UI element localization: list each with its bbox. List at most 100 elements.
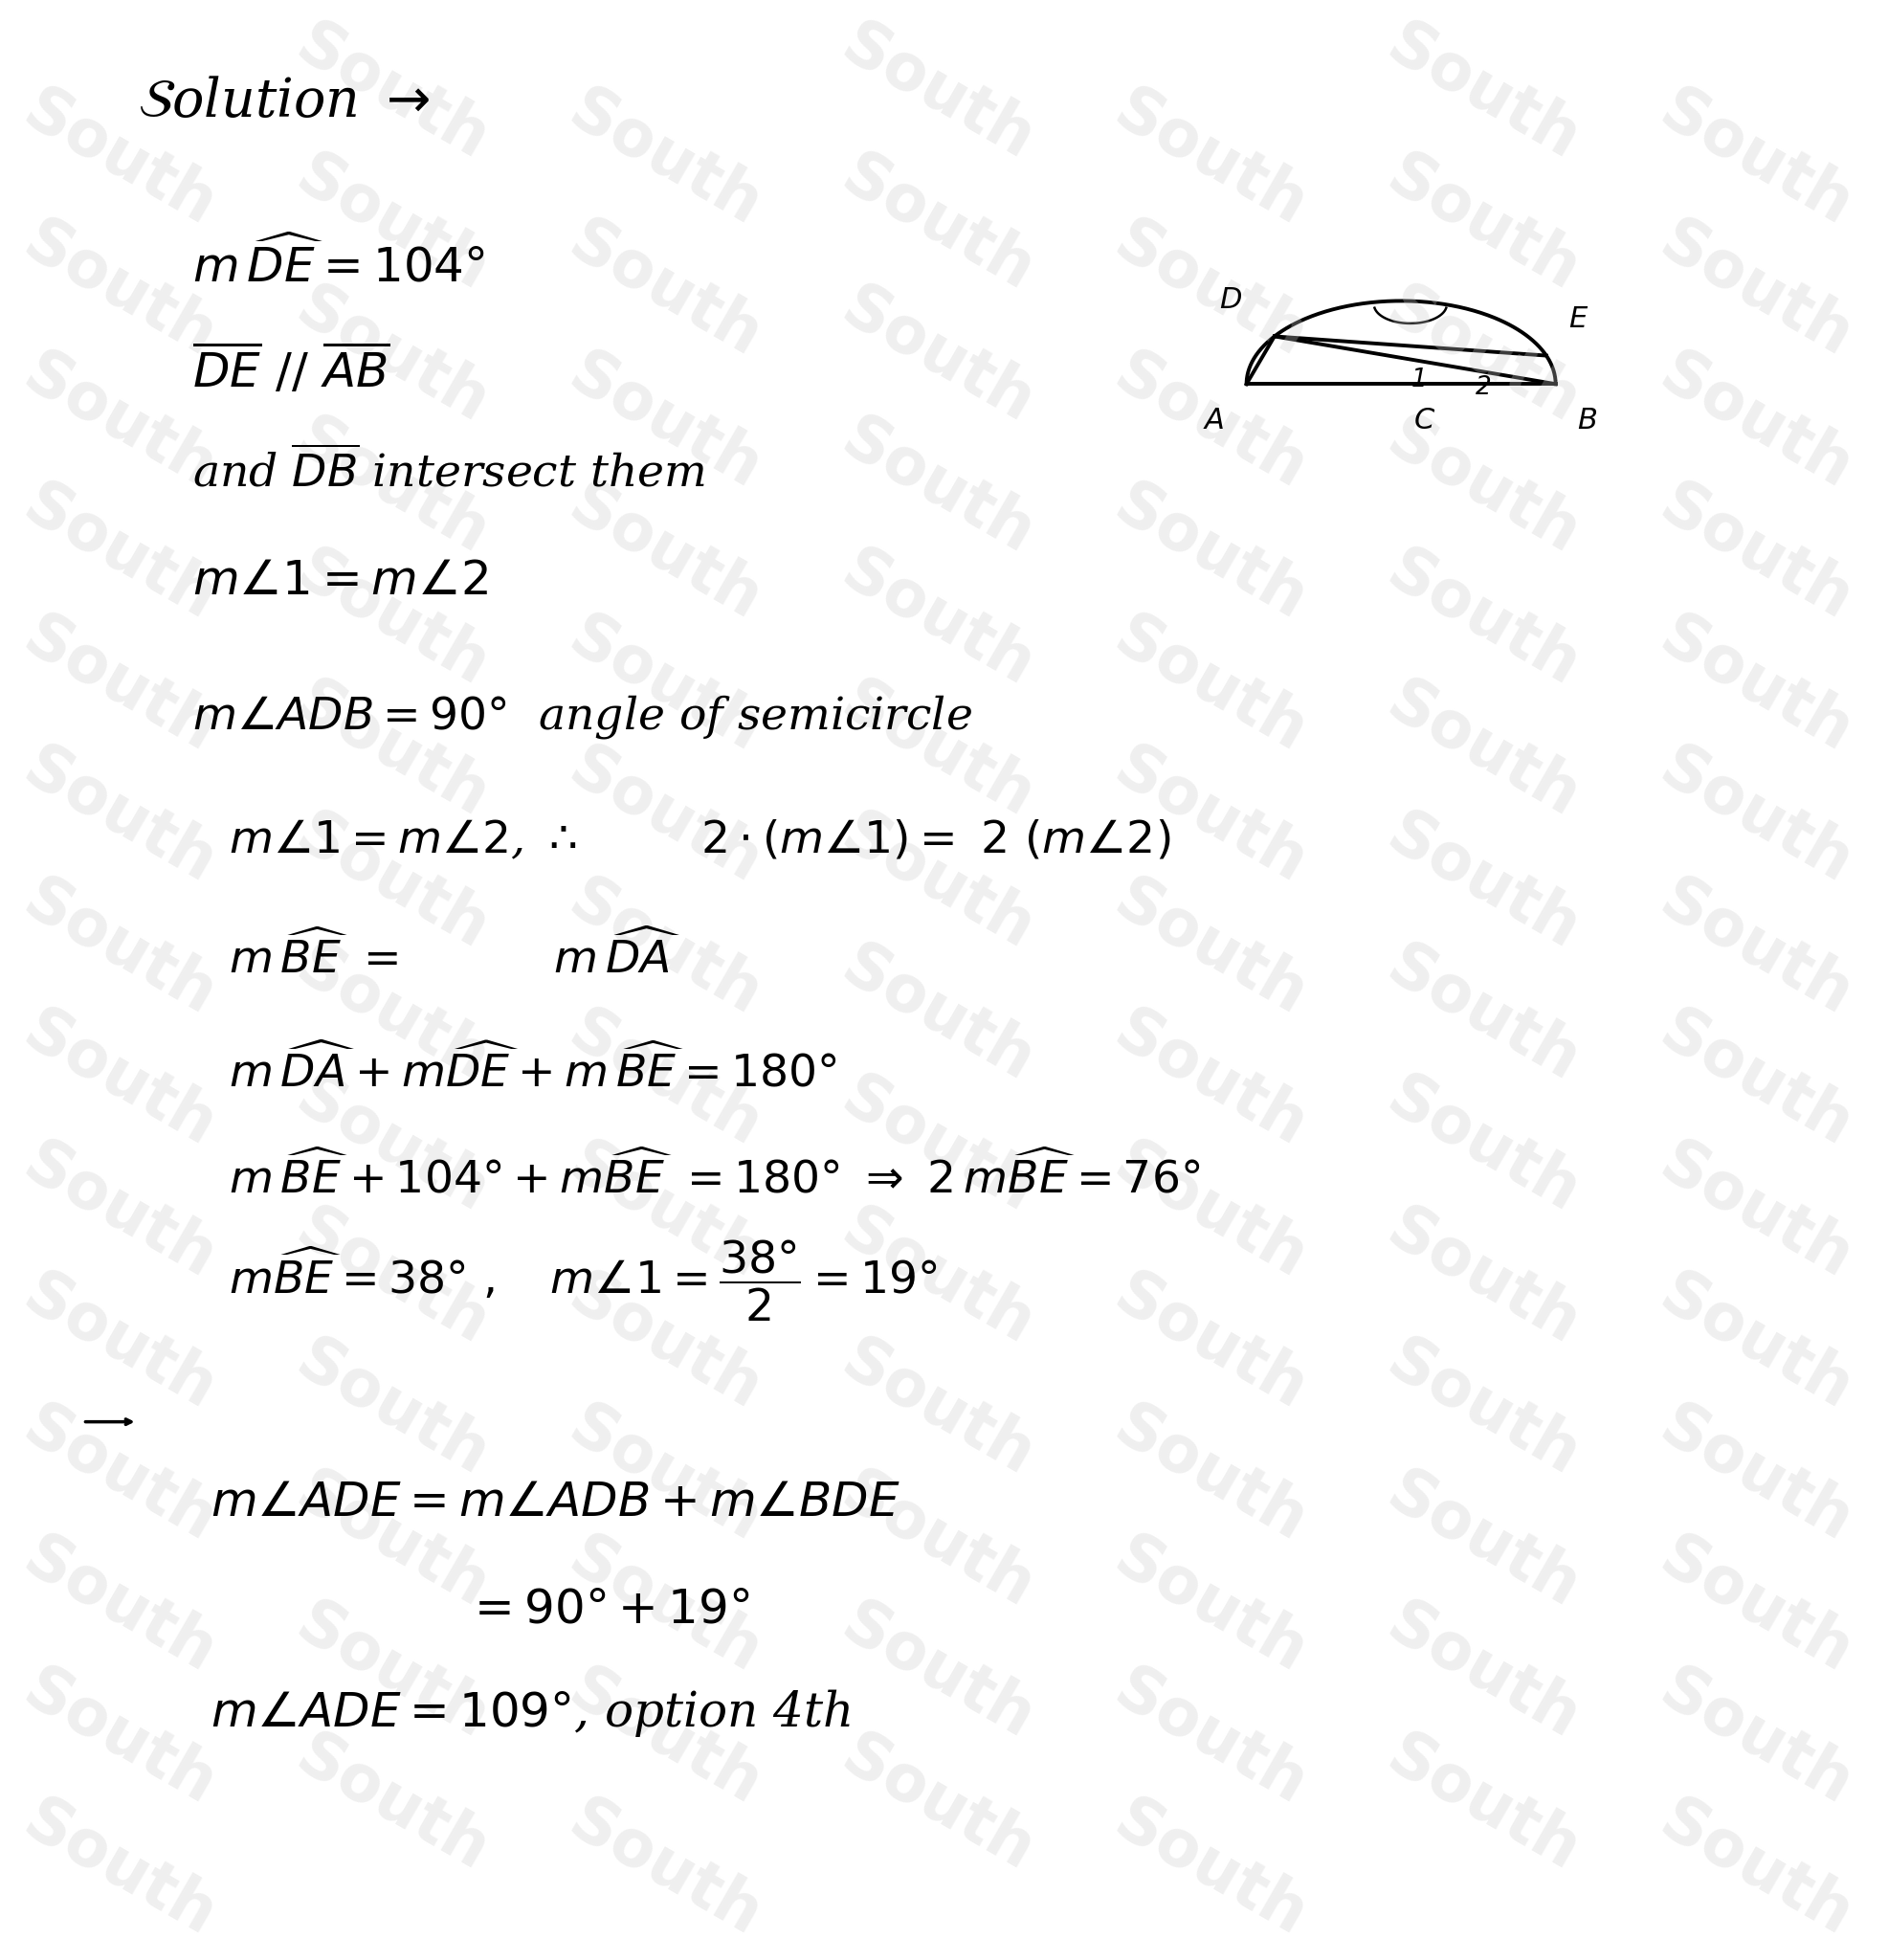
Text: $\mathcal{S}$olution $\rightarrow$: $\mathcal{S}$olution $\rightarrow$ xyxy=(138,76,429,127)
Text: South: South xyxy=(1648,1789,1862,1950)
Text: South: South xyxy=(1648,1000,1862,1160)
Text: South: South xyxy=(11,341,227,502)
Text: South: South xyxy=(1103,868,1316,1029)
Text: South: South xyxy=(1648,1527,1862,1686)
Text: South: South xyxy=(557,1131,772,1292)
Text: South: South xyxy=(1374,539,1590,700)
Text: South: South xyxy=(1648,1262,1862,1423)
Text: South: South xyxy=(11,606,227,764)
Text: South: South xyxy=(285,670,498,831)
Text: South: South xyxy=(11,78,227,239)
Text: E: E xyxy=(1567,306,1586,333)
Text: South: South xyxy=(829,1198,1044,1356)
Text: $m\widehat{BE}=38°\ ,\quad m\angle 1=\dfrac{38°}{2}=19°$: $m\widehat{BE}=38°\ ,\quad m\angle 1=\df… xyxy=(228,1239,936,1323)
Text: South: South xyxy=(11,1394,227,1554)
Text: South: South xyxy=(285,1329,498,1490)
Text: South: South xyxy=(557,1658,772,1817)
Text: South: South xyxy=(1374,802,1590,962)
Text: South: South xyxy=(829,1592,1044,1752)
Text: C: C xyxy=(1414,406,1433,435)
Text: South: South xyxy=(1648,1394,1862,1554)
Text: South: South xyxy=(1648,737,1862,896)
Text: South: South xyxy=(285,1592,498,1752)
Text: South: South xyxy=(11,1527,227,1686)
Text: South: South xyxy=(1103,210,1316,370)
Text: South: South xyxy=(1374,1723,1590,1884)
Text: South: South xyxy=(557,737,772,896)
Text: $m\,\widehat{DE} = 104°$: $m\,\widehat{DE} = 104°$ xyxy=(193,239,485,292)
Text: South: South xyxy=(1648,1131,1862,1292)
Text: South: South xyxy=(11,868,227,1029)
Text: $m\,\widehat{BE}+104°+m\widehat{BE}\ =180°\ \Rightarrow\ 2\,m\widehat{BE}=76°$: $m\,\widehat{BE}+104°+m\widehat{BE}\ =18… xyxy=(228,1152,1199,1203)
Text: South: South xyxy=(1103,737,1316,896)
Text: South: South xyxy=(1103,606,1316,764)
Text: South: South xyxy=(285,933,498,1094)
Text: South: South xyxy=(557,472,772,633)
Text: South: South xyxy=(829,933,1044,1094)
Text: South: South xyxy=(1374,1592,1590,1752)
Text: South: South xyxy=(1374,933,1590,1094)
Text: $m\angle ADE = 109°$, option 4th: $m\angle ADE = 109°$, option 4th xyxy=(210,1688,850,1739)
Text: South: South xyxy=(1648,1658,1862,1817)
Text: South: South xyxy=(1648,472,1862,633)
Text: South: South xyxy=(1103,78,1316,239)
Text: South: South xyxy=(829,1460,1044,1621)
Text: South: South xyxy=(1103,1789,1316,1950)
Text: South: South xyxy=(557,78,772,239)
Text: South: South xyxy=(1103,1262,1316,1423)
Text: South: South xyxy=(285,12,498,172)
Text: $m\angle 1 = m\angle 2$: $m\angle 1 = m\angle 2$ xyxy=(193,559,487,606)
Text: South: South xyxy=(285,539,498,700)
Text: South: South xyxy=(11,1131,227,1292)
Text: South: South xyxy=(1374,12,1590,172)
Text: South: South xyxy=(285,145,498,304)
Text: South: South xyxy=(11,737,227,896)
Text: South: South xyxy=(829,12,1044,172)
Text: $m\angle ADB = 90°$  angle of semicircle: $m\angle ADB = 90°$ angle of semicircle xyxy=(193,692,970,741)
Text: South: South xyxy=(557,1262,772,1423)
Text: South: South xyxy=(557,1394,772,1554)
Text: South: South xyxy=(829,1723,1044,1884)
Text: South: South xyxy=(1648,868,1862,1029)
Text: South: South xyxy=(11,1262,227,1423)
Text: $= 90°+19°$: $= 90°+19°$ xyxy=(464,1586,750,1633)
Text: 2: 2 xyxy=(1475,374,1492,400)
Text: South: South xyxy=(1103,341,1316,502)
Text: South: South xyxy=(829,1066,1044,1225)
Text: South: South xyxy=(829,145,1044,304)
Text: South: South xyxy=(557,1527,772,1686)
Text: South: South xyxy=(1374,1066,1590,1225)
Text: 1: 1 xyxy=(1410,367,1427,392)
Text: South: South xyxy=(557,341,772,502)
Text: South: South xyxy=(1103,1394,1316,1554)
Text: South: South xyxy=(829,802,1044,962)
Text: South: South xyxy=(1374,1460,1590,1621)
Text: South: South xyxy=(829,539,1044,700)
Text: South: South xyxy=(1103,1000,1316,1160)
Text: and $\overline{DB}$ intersect them: and $\overline{DB}$ intersect them xyxy=(193,449,704,496)
Text: South: South xyxy=(1374,145,1590,304)
Text: South: South xyxy=(1374,1329,1590,1490)
Text: B: B xyxy=(1576,406,1597,435)
Text: South: South xyxy=(1103,472,1316,633)
Text: South: South xyxy=(1648,341,1862,502)
Text: South: South xyxy=(829,276,1044,435)
Text: South: South xyxy=(1648,210,1862,370)
Text: South: South xyxy=(285,1066,498,1225)
Text: South: South xyxy=(557,606,772,764)
Text: South: South xyxy=(11,1000,227,1160)
Text: South: South xyxy=(557,1000,772,1160)
Text: D: D xyxy=(1218,286,1240,314)
Text: South: South xyxy=(1374,670,1590,831)
Text: $m\angle ADE = m\angle ADB + m\angle BDE$: $m\angle ADE = m\angle ADB + m\angle BDE… xyxy=(210,1480,899,1527)
Text: $m\,\widehat{BE}\ =$          $m\,\widehat{DA}$: $m\,\widehat{BE}\ =$ $m\,\widehat{DA}$ xyxy=(228,931,680,984)
Text: South: South xyxy=(1103,1131,1316,1292)
Text: South: South xyxy=(11,472,227,633)
Text: A: A xyxy=(1205,406,1223,435)
Text: South: South xyxy=(285,1198,498,1356)
Text: South: South xyxy=(1103,1527,1316,1686)
Text: South: South xyxy=(829,1329,1044,1490)
Text: South: South xyxy=(285,1723,498,1884)
Text: South: South xyxy=(285,802,498,962)
Text: South: South xyxy=(11,1789,227,1950)
